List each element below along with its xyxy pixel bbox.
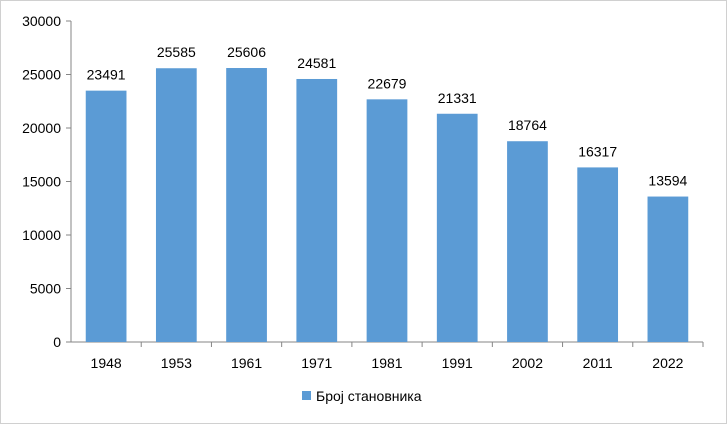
y-tick-label: 20000 bbox=[22, 120, 61, 136]
y-tick-label: 30000 bbox=[22, 13, 61, 29]
x-tick-label: 1971 bbox=[301, 355, 332, 371]
bar bbox=[366, 99, 408, 342]
y-tick-label: 25000 bbox=[22, 67, 61, 83]
bar bbox=[507, 141, 548, 342]
bar bbox=[436, 113, 478, 342]
bar bbox=[226, 68, 267, 342]
data-label: 18764 bbox=[508, 117, 547, 133]
legend: Број становника bbox=[302, 388, 422, 404]
x-tick-label: 2022 bbox=[652, 355, 683, 371]
data-label: 21331 bbox=[438, 90, 477, 106]
x-tick-label: 2011 bbox=[583, 355, 613, 371]
data-label: 25585 bbox=[157, 44, 196, 60]
bar-series bbox=[85, 68, 689, 342]
legend-swatch bbox=[302, 391, 311, 400]
legend-label: Број становника bbox=[316, 388, 422, 404]
x-tick-label: 1981 bbox=[371, 355, 402, 371]
y-tick-label: 0 bbox=[53, 334, 61, 350]
x-tick-label: 1948 bbox=[91, 355, 122, 371]
y-axis-ticks: 0 5000 10000 15000 20000 25000 30000 bbox=[22, 13, 71, 350]
data-label: 25606 bbox=[227, 44, 266, 60]
bar bbox=[647, 196, 689, 342]
data-label: 16317 bbox=[578, 143, 617, 159]
data-label: 23491 bbox=[87, 67, 126, 83]
x-tick-label: 1953 bbox=[161, 355, 192, 371]
y-tick-label: 15000 bbox=[22, 174, 61, 190]
bar bbox=[577, 167, 619, 342]
data-label: 22679 bbox=[368, 75, 407, 91]
x-tick-label: 2002 bbox=[512, 355, 543, 371]
bar bbox=[85, 90, 127, 342]
y-tick-label: 5000 bbox=[30, 281, 61, 297]
x-tick-label: 1991 bbox=[442, 355, 473, 371]
x-axis-labels: 1948 1953 1961 1971 1981 1991 2002 2011 2022 bbox=[91, 342, 704, 371]
bar bbox=[296, 78, 338, 342]
data-label: 13594 bbox=[648, 173, 687, 189]
data-labels: 23491 25585 25606 24581 22679 21331 18764 16317… bbox=[87, 44, 688, 189]
data-label: 24581 bbox=[297, 55, 336, 71]
bar bbox=[155, 68, 197, 342]
y-tick-label: 10000 bbox=[22, 227, 61, 243]
x-tick-label: 1961 bbox=[231, 355, 262, 371]
